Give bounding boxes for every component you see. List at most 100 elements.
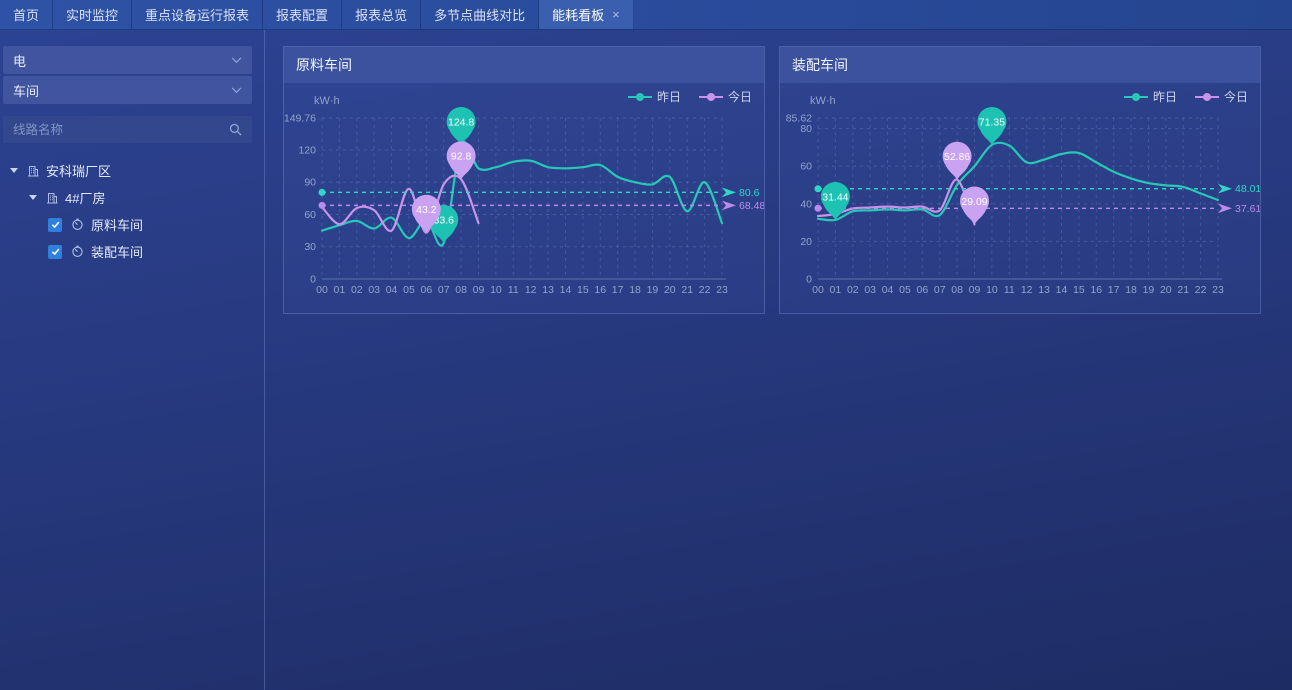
legend-label: 昨日 — [656, 90, 681, 104]
tab-multi-node-curve-compare[interactable]: 多节点曲线对比 — [421, 0, 540, 29]
x-axis-tick: 13 — [1038, 284, 1050, 296]
tab-label: 报表配置 — [276, 8, 329, 23]
x-axis-tick: 17 — [612, 284, 624, 296]
close-icon[interactable]: × — [612, 7, 620, 22]
workshop-tree: 安科瑞厂区 4#厂房原料车间装配车间 — [0, 157, 264, 265]
x-axis-tick: 08 — [455, 284, 467, 296]
x-axis-tick: 22 — [699, 284, 711, 296]
x-axis-tick: 09 — [473, 284, 485, 296]
x-axis-tick: 18 — [629, 284, 641, 296]
legend-item-today[interactable]: 今日 — [1194, 88, 1248, 105]
card-body: 昨日 今日 kW·h 0 20 40 60 80 85.62 00 01 02 03 04 05 06 07 08… — [780, 83, 1260, 313]
x-axis-tick: 19 — [1143, 284, 1155, 296]
y-axis-tick: 0 — [310, 274, 316, 286]
x-axis-tick: 13 — [542, 284, 554, 296]
y-axis-tick: 0 — [806, 274, 812, 286]
tree-node-label: 装配车间 — [91, 245, 144, 260]
average-value-label: 37.61 — [1235, 203, 1260, 215]
legend-label: 今日 — [1223, 90, 1248, 104]
gauge-icon — [71, 218, 84, 231]
mark-point-value: 52.86 — [944, 151, 970, 163]
y-axis-tick: 60 — [304, 209, 316, 221]
main-content: 原料车间 昨日 今日 kW·h 0 30 60 90 120 149.76 00 01 02 03 04 05… — [265, 30, 1292, 690]
y-axis-tick: 90 — [304, 177, 316, 189]
tab-report-overview[interactable]: 报表总览 — [342, 0, 422, 29]
mark-point-value: 92.8 — [451, 151, 472, 163]
x-axis-tick: 04 — [882, 284, 894, 296]
caret-down-icon[interactable] — [29, 195, 37, 200]
x-axis-tick: 14 — [560, 284, 572, 296]
mark-point-pin — [820, 182, 850, 220]
y-axis-tick: 120 — [298, 144, 316, 156]
x-axis-tick: 11 — [1004, 284, 1015, 296]
y-axis-unit: kW·h — [810, 95, 836, 107]
x-axis-tick: 09 — [969, 284, 981, 296]
x-axis-tick: 10 — [986, 284, 998, 296]
tab-label: 重点设备运行报表 — [145, 8, 250, 23]
legend-item-yesterday[interactable]: 昨日 — [1123, 88, 1177, 105]
tree-node[interactable]: 装配车间 — [0, 238, 264, 265]
x-axis-tick: 06 — [421, 284, 433, 296]
select-dimension[interactable]: 车间 — [3, 76, 252, 104]
tab-label: 能耗看板 — [552, 8, 605, 23]
average-line-start-dot — [318, 188, 326, 196]
legend-item-yesterday[interactable]: 昨日 — [627, 88, 681, 105]
tree-node[interactable]: 4#厂房 — [0, 184, 264, 211]
x-axis-tick: 17 — [1108, 284, 1120, 296]
y-axis-tick: 85.62 — [786, 113, 812, 125]
tab-realtime-monitoring[interactable]: 实时监控 — [53, 0, 133, 29]
card-title: 装配车间 — [792, 57, 848, 73]
tree-node[interactable]: 原料车间 — [0, 211, 264, 238]
tree-node-label: 原料车间 — [91, 218, 144, 233]
line-chart: kW·h 0 30 60 90 120 149.76 00 01 02 03 04 05 06 07 08 09… — [284, 95, 764, 296]
y-axis-tick: 149.76 — [284, 113, 316, 125]
checkbox[interactable] — [48, 217, 62, 232]
series-line-yesterday — [320, 140, 724, 247]
tab-report-config[interactable]: 报表配置 — [263, 0, 343, 29]
legend-line-dot-icon — [1194, 92, 1219, 101]
tab-key-equipment-report[interactable]: 重点设备运行报表 — [132, 0, 264, 29]
x-axis-tick: 12 — [525, 284, 537, 296]
caret-down-icon[interactable] — [10, 168, 18, 173]
mark-point-pin — [960, 186, 990, 225]
search-icon[interactable] — [229, 123, 242, 136]
x-axis-tick: 16 — [594, 284, 606, 296]
mark-point-pin — [411, 194, 441, 233]
x-axis-tick: 10 — [490, 284, 502, 296]
x-axis-tick: 21 — [681, 284, 693, 296]
search-input[interactable] — [13, 122, 229, 137]
y-axis-tick: 60 — [800, 161, 812, 173]
tab-label: 首页 — [13, 8, 40, 23]
x-axis-tick: 11 — [508, 284, 519, 296]
checkbox[interactable] — [48, 244, 62, 259]
card-title: 原料车间 — [296, 57, 352, 73]
tab-home[interactable]: 首页 — [0, 0, 54, 29]
y-axis-tick: 30 — [304, 241, 316, 253]
x-axis-tick: 23 — [1212, 284, 1224, 296]
tree-node-label: 安科瑞厂区 — [46, 164, 112, 179]
x-axis-tick: 00 — [316, 284, 328, 296]
legend-item-today[interactable]: 今日 — [698, 88, 752, 105]
select-energy-type[interactable]: 电 — [3, 46, 252, 74]
tree-node[interactable]: 安科瑞厂区 — [0, 157, 264, 184]
mark-point-value: 33.6 — [434, 214, 455, 226]
average-line-arrow-icon — [1218, 183, 1232, 194]
average-line-start-dot — [814, 204, 822, 212]
legend-line-dot-icon — [698, 92, 723, 101]
select-value: 电 — [13, 53, 27, 69]
mark-point-value: 71.35 — [979, 116, 1005, 128]
x-axis-tick: 03 — [368, 284, 380, 296]
series-line-today — [320, 174, 480, 234]
x-axis-tick: 20 — [1160, 284, 1172, 296]
card-header: 原料车间 — [284, 47, 764, 83]
tab-energy-dashboard[interactable]: 能耗看板 × — [539, 0, 634, 29]
x-axis-tick: 22 — [1195, 284, 1207, 296]
x-axis-tick: 16 — [1090, 284, 1102, 296]
building-icon — [27, 165, 39, 177]
x-axis-tick: 15 — [577, 284, 589, 296]
y-axis-tick: 40 — [800, 198, 812, 210]
mark-point-pin — [446, 107, 476, 145]
x-axis-tick: 23 — [716, 284, 728, 296]
